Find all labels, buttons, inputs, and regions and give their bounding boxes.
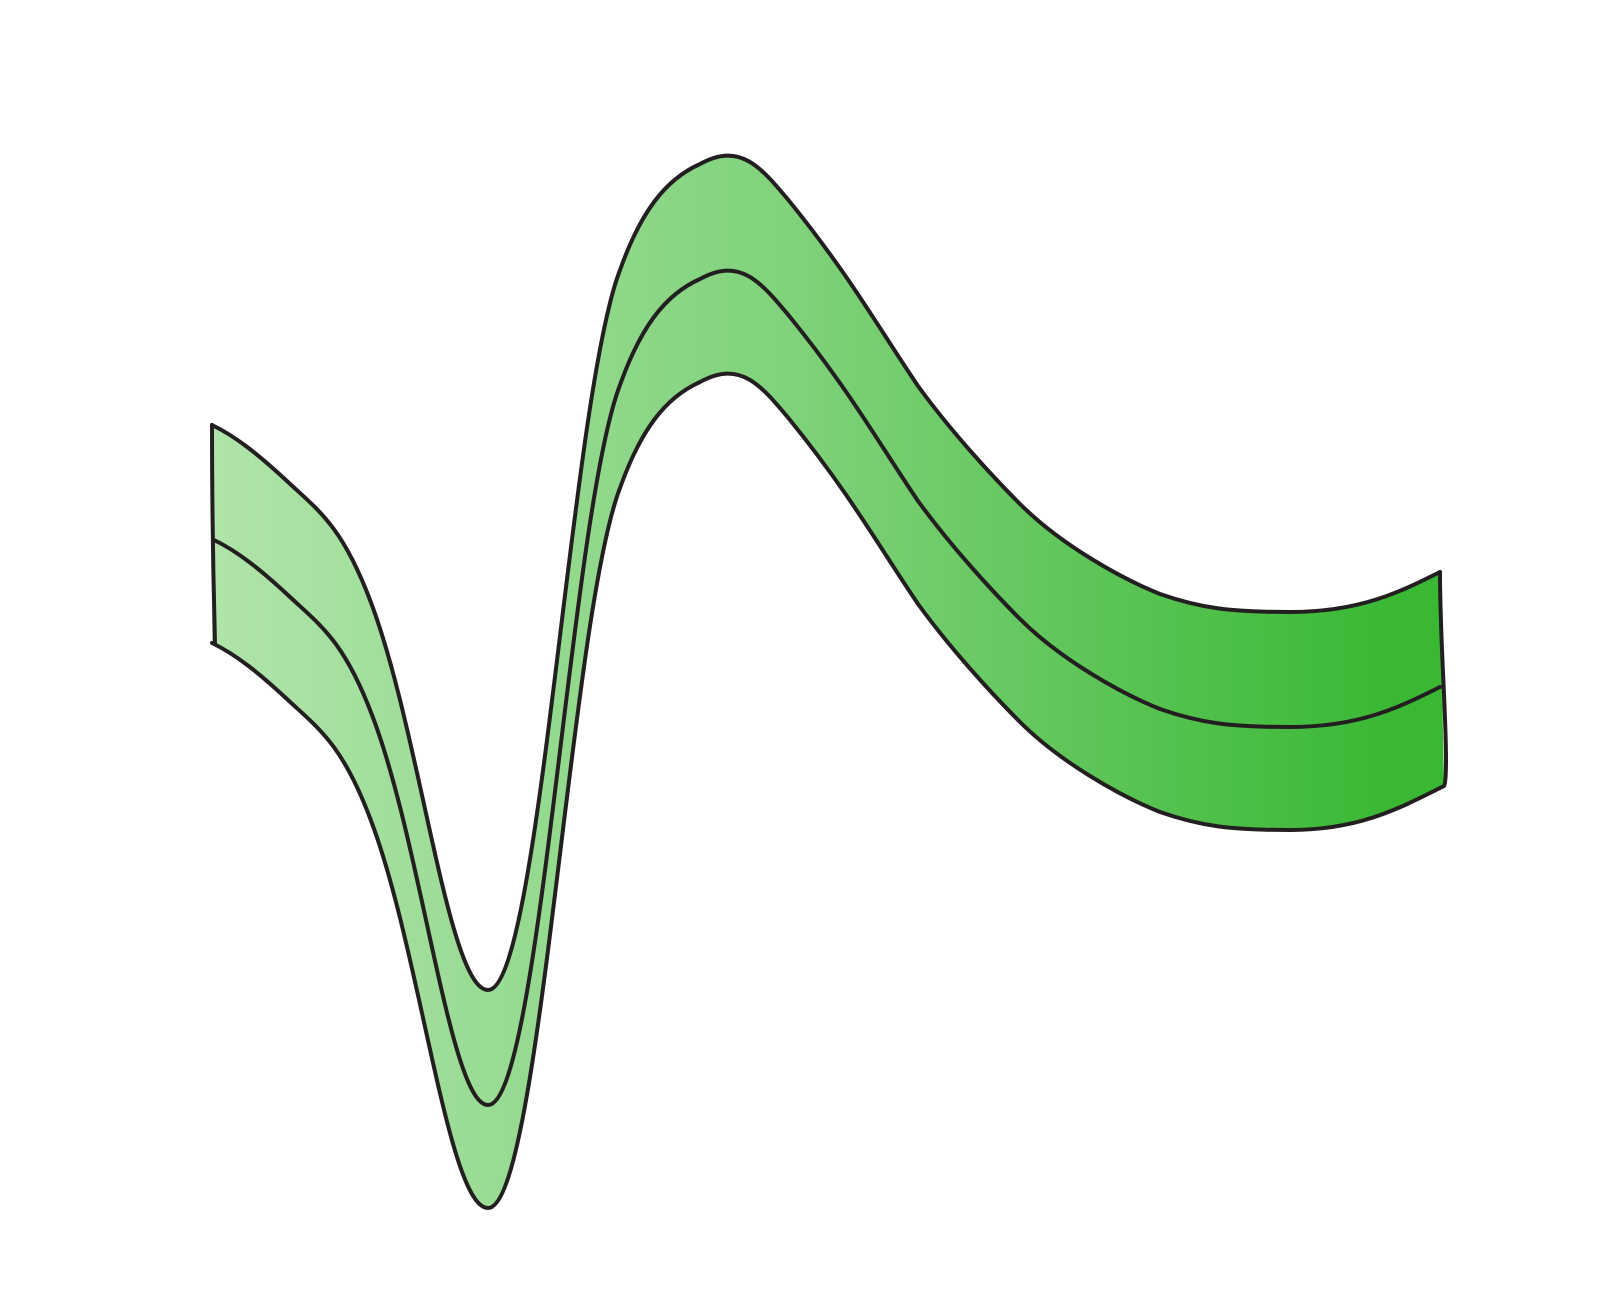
ribbon-left-end bbox=[210, 423, 217, 645]
ribbon-middle-line bbox=[212, 268, 1442, 1107]
ribbon-band-fill bbox=[212, 155, 1444, 1208]
ribbon-top-edge bbox=[210, 153, 1442, 992]
ribbon-right-end bbox=[1438, 570, 1448, 788]
ribbon-bottom-edge bbox=[210, 371, 1446, 1210]
